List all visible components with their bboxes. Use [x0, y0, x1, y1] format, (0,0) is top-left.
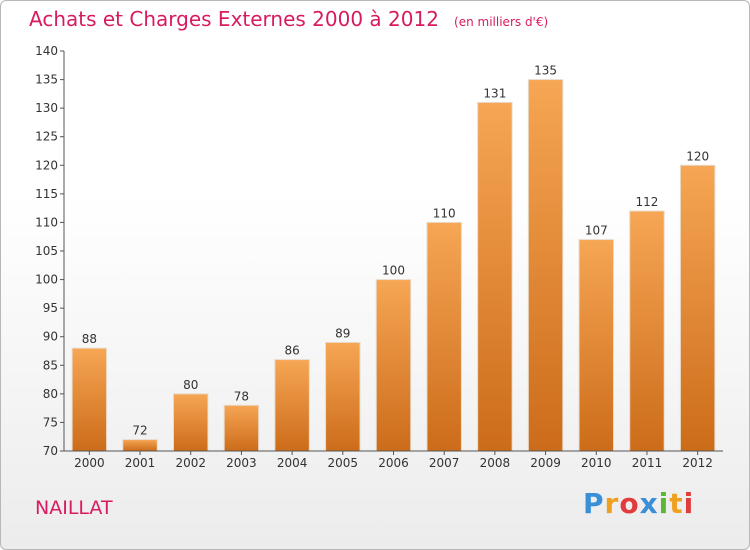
x-tick-label: 2012: [682, 456, 713, 470]
y-tick-label: 85: [43, 358, 58, 372]
y-tick-label: 95: [43, 301, 58, 315]
bar-2001: [122, 439, 158, 452]
y-tick-label: 135: [35, 73, 58, 87]
y-tick-label: 90: [43, 330, 58, 344]
bar-2004: [274, 359, 310, 452]
bar-2000: [71, 347, 108, 452]
bar-value-label: 88: [82, 332, 97, 346]
bar-2008: [477, 101, 513, 452]
brand-letter: t: [669, 487, 684, 520]
y-tick-label: 115: [35, 187, 58, 201]
proxiti-logo: Proxiti: [583, 487, 694, 520]
x-axis: 2000 2001 2002 2003 2004 2005 2006 2007 2008 2009…: [64, 450, 723, 470]
y-tick-label: 70: [43, 444, 58, 458]
brand-letter: P: [583, 487, 605, 520]
bar-value-label: 112: [636, 195, 659, 209]
x-tick-label: 2002: [175, 456, 206, 470]
y-tick-label: 120: [35, 158, 58, 172]
x-tick-label: 2001: [125, 456, 156, 470]
commune-name: NAILLAT: [35, 497, 113, 519]
bar-2009: [527, 79, 564, 452]
x-tick-label: 2004: [277, 456, 308, 470]
chart-subtitle: (en milliers d'€): [454, 15, 549, 29]
bar-2007: [426, 221, 462, 452]
y-tick-label: 110: [35, 215, 58, 229]
y-tick-label: 75: [43, 415, 58, 429]
brand-letter: x: [639, 487, 659, 520]
brand-letter: i: [658, 487, 670, 520]
bar-value-label: 72: [132, 424, 147, 438]
bar-value-label: 110: [433, 206, 456, 220]
bars: 88 72 80 78 86 89 100 110 131 135 107 112 120: [71, 64, 716, 452]
x-tick-label: 2010: [581, 456, 612, 470]
brand-letter: r: [604, 487, 620, 520]
bar-value-label: 78: [234, 389, 249, 403]
y-axis: 70 75 80 85 90 95 100 105 110 115 120 125 130 135 140: [35, 44, 65, 458]
y-tick-label: 140: [35, 44, 58, 58]
x-tick-label: 2009: [530, 456, 561, 470]
x-tick-label: 2005: [328, 456, 359, 470]
bar-2006: [375, 279, 412, 452]
brand-letter: i: [683, 487, 695, 520]
y-tick-label: 125: [35, 130, 58, 144]
chart-title: Achats et Charges Externes 2000 à 2012: [29, 7, 439, 31]
x-tick-label: 2000: [74, 456, 105, 470]
bar-value-label: 100: [382, 264, 405, 278]
y-tick-label: 130: [35, 101, 58, 115]
bar-2002: [172, 393, 209, 452]
x-tick-label: 2008: [480, 456, 511, 470]
bar-2012: [679, 164, 716, 452]
x-tick-label: 2011: [632, 456, 663, 470]
chart-header: Achats et Charges Externes 2000 à 2012 (…: [29, 7, 548, 31]
bar-value-label: 80: [183, 378, 198, 392]
bar-value-label: 131: [483, 86, 506, 100]
bar-2005: [325, 341, 361, 452]
bar-2003: [223, 404, 260, 452]
bar-2010: [578, 239, 615, 452]
y-tick-label: 105: [35, 244, 58, 258]
bar-value-label: 120: [686, 149, 709, 163]
x-tick-label: 2006: [378, 456, 409, 470]
brand-letter: o: [619, 487, 640, 520]
bar-value-label: 89: [335, 326, 350, 340]
y-tick-label: 80: [43, 387, 58, 401]
x-tick-label: 2003: [226, 456, 257, 470]
bar-2011: [629, 210, 665, 452]
x-tick-label: 2007: [429, 456, 460, 470]
bar-value-label: 86: [284, 344, 299, 358]
bar-value-label: 107: [585, 224, 608, 238]
bar-value-label: 135: [534, 64, 557, 78]
y-tick-label: 100: [35, 273, 58, 287]
